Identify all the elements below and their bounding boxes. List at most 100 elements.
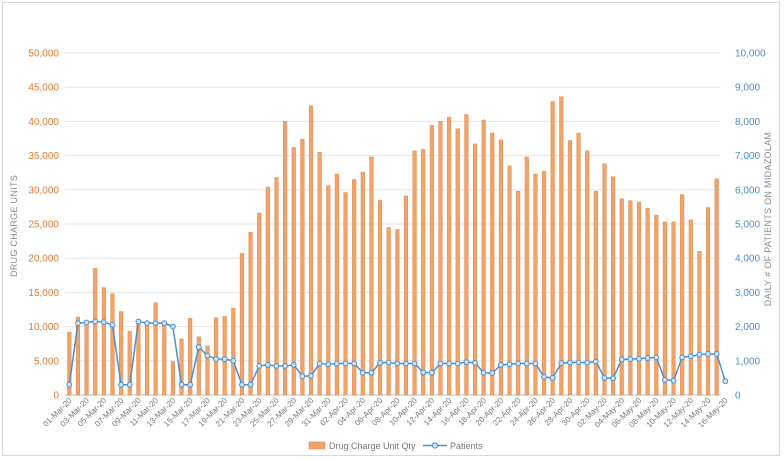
left-axis-title: DRUG CHARGE UNITS xyxy=(9,175,19,277)
legend-line-marker xyxy=(431,442,439,449)
line-point xyxy=(342,360,349,367)
line-point xyxy=(161,320,168,327)
line-point xyxy=(437,360,444,367)
line-point xyxy=(299,373,306,380)
bar xyxy=(481,119,486,396)
legend: Drug Charge Unit Qty Patients xyxy=(308,441,483,451)
bar xyxy=(697,251,702,396)
line-point xyxy=(558,360,565,367)
bar xyxy=(507,165,512,396)
legend-bar-label: Drug Charge Unit Qty xyxy=(329,441,416,451)
bar xyxy=(662,221,667,396)
line-point xyxy=(368,369,375,376)
line-point xyxy=(66,381,73,388)
bar xyxy=(196,336,201,396)
left-tick-label: 10,000 xyxy=(28,322,59,333)
line-point xyxy=(575,359,582,366)
line-point xyxy=(195,344,202,351)
bar xyxy=(559,96,564,396)
line-point xyxy=(653,354,660,361)
bar xyxy=(455,128,460,396)
bar xyxy=(265,186,270,396)
line-point xyxy=(472,359,478,366)
line-point xyxy=(636,355,642,362)
bar xyxy=(464,114,469,396)
line-point xyxy=(428,369,435,376)
line-point xyxy=(359,369,366,376)
line-point xyxy=(420,369,427,376)
left-tick-label: 35,000 xyxy=(28,151,59,162)
line-point xyxy=(506,361,513,368)
bar xyxy=(239,253,245,396)
right-axis-ticks: 0 1,000 2,000 3,000 4,000 5,000 6,000 7,000 8,00… xyxy=(735,49,766,402)
line-point xyxy=(454,360,461,367)
line-point xyxy=(610,375,617,382)
line-point xyxy=(273,363,280,369)
bar xyxy=(472,143,478,396)
bar xyxy=(403,195,409,396)
bar xyxy=(619,198,624,396)
legend-bar-swatch xyxy=(308,441,326,450)
chart-frame: 0 5,000 10,000 15,000 20,000 25,000 30,000 35,0… xyxy=(2,2,780,456)
left-tick-label: 50,000 xyxy=(28,49,59,60)
bar xyxy=(84,320,89,396)
line-point xyxy=(411,360,418,367)
right-tick-label: 5,000 xyxy=(735,220,760,231)
line-point xyxy=(109,321,116,328)
line-point xyxy=(670,377,677,384)
bar xyxy=(541,171,547,396)
bar xyxy=(628,200,633,396)
left-tick-label: 20,000 xyxy=(28,254,59,265)
line-point xyxy=(178,381,185,388)
right-tick-label: 7,000 xyxy=(735,151,760,162)
line-point xyxy=(308,372,314,379)
line-point xyxy=(403,360,409,367)
bar xyxy=(179,338,184,396)
bar xyxy=(602,163,607,396)
left-tick-label: 0 xyxy=(53,391,59,402)
bar xyxy=(585,150,590,396)
bar xyxy=(421,149,426,396)
line-point xyxy=(601,375,608,381)
line-point xyxy=(687,353,694,360)
bar xyxy=(438,121,443,396)
left-axis-ticks: 0 5,000 10,000 15,000 20,000 25,000 30,000 35,0… xyxy=(28,49,59,402)
bar xyxy=(395,229,400,396)
line-series xyxy=(66,318,729,388)
line-point xyxy=(523,360,530,367)
left-tick-label: 25,000 xyxy=(28,220,59,231)
line-point xyxy=(532,360,539,367)
line-point xyxy=(661,377,668,383)
line-point xyxy=(152,320,159,327)
bar xyxy=(360,171,365,396)
bar xyxy=(283,121,288,396)
right-tick-label: 4,000 xyxy=(735,254,760,265)
line-point xyxy=(126,381,133,388)
bar xyxy=(636,201,642,396)
bar xyxy=(567,140,573,396)
right-tick-label: 9,000 xyxy=(735,83,760,94)
bar xyxy=(611,176,616,396)
right-tick-label: 2,000 xyxy=(735,322,760,333)
line-point xyxy=(385,359,392,366)
line-point xyxy=(722,378,729,385)
left-tick-label: 45,000 xyxy=(28,83,59,94)
line-point xyxy=(592,358,599,365)
bar xyxy=(75,316,81,396)
line-point xyxy=(83,319,90,326)
left-tick-label: 5,000 xyxy=(34,356,59,367)
bar xyxy=(127,331,132,396)
combo-chart: 0 5,000 10,000 15,000 20,000 25,000 30,000 35,0… xyxy=(9,49,773,452)
left-tick-label: 15,000 xyxy=(28,288,59,299)
bar xyxy=(533,173,538,396)
bar xyxy=(67,331,72,396)
left-tick-label: 40,000 xyxy=(28,117,59,128)
bar xyxy=(334,173,339,396)
line-point xyxy=(541,373,547,380)
bar xyxy=(516,190,521,396)
bar xyxy=(274,177,279,396)
bar xyxy=(162,323,167,396)
left-tick-label: 30,000 xyxy=(28,185,59,196)
bar xyxy=(352,179,357,396)
bar xyxy=(188,318,193,396)
